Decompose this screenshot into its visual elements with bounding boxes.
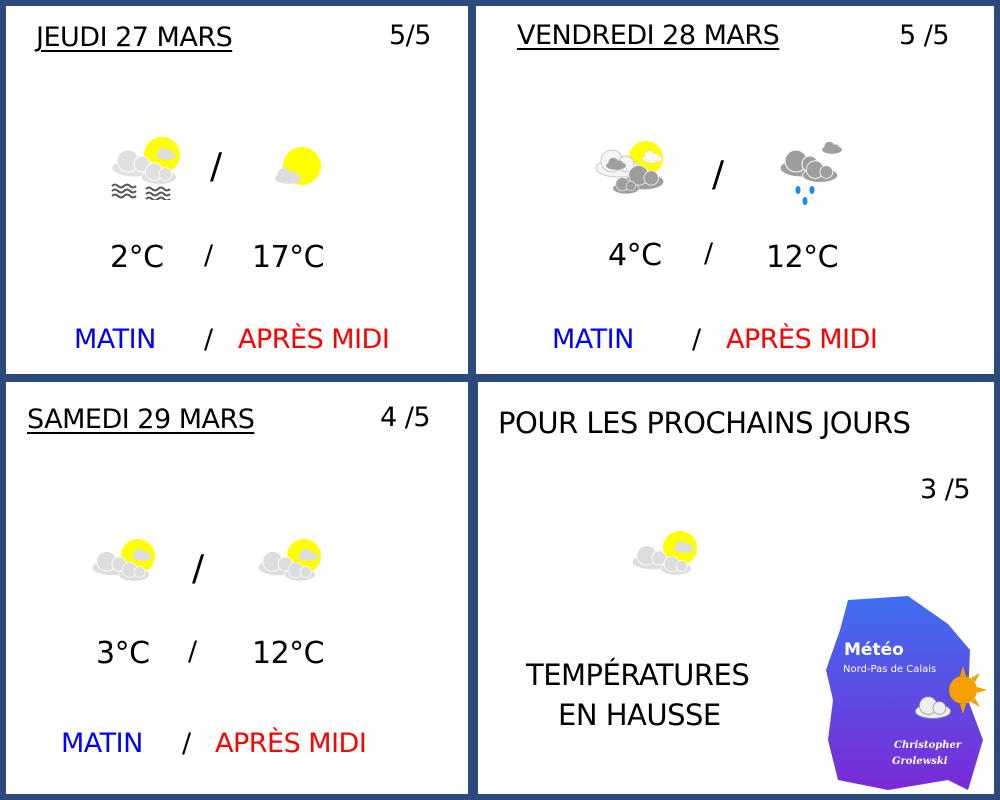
temp-separator: / bbox=[204, 240, 213, 271]
icon-separator: / bbox=[192, 548, 204, 589]
temp-morning: 3°C bbox=[96, 636, 150, 671]
label-morning: MATIN bbox=[61, 728, 143, 759]
label-separator: / bbox=[182, 728, 191, 759]
icon-separator: / bbox=[210, 146, 222, 187]
label-afternoon: APRÈS MIDI bbox=[238, 324, 390, 355]
partly-cloudy-icon bbox=[595, 141, 665, 195]
sun-cloud-icon bbox=[91, 539, 155, 582]
temp-afternoon: 12°C bbox=[766, 240, 839, 275]
rain-showers-icon bbox=[779, 141, 842, 205]
temp-separator: / bbox=[188, 636, 197, 667]
logo-subtitle: Nord-Pas de Calais bbox=[843, 664, 937, 675]
temp-morning: 4°C bbox=[608, 238, 662, 273]
panel-day-1: JEUDI 27 MARS 5/5 / 2°C / 17°C MATIN / A… bbox=[6, 6, 468, 374]
sun-cloud-icon bbox=[257, 539, 321, 582]
outlook-line-1: TEMPÉRATURES bbox=[526, 658, 750, 692]
fog-sun-cloud-icon bbox=[111, 137, 180, 200]
label-afternoon: APRÈS MIDI bbox=[726, 324, 878, 355]
panel-day-3: SAMEDI 29 MARS 4 /5 / 3°C / 12°C MATIN /… bbox=[6, 382, 468, 794]
sun-cloud-icon bbox=[631, 531, 697, 576]
logo-author-1: Christopher bbox=[894, 740, 962, 751]
icon-separator: / bbox=[712, 154, 724, 195]
logo: Météo Nord-Pas de Calais Christopher Gro… bbox=[818, 590, 994, 794]
region-map-logo bbox=[826, 596, 987, 790]
label-separator: / bbox=[692, 324, 701, 355]
day-title: SAMEDI 29 MARS bbox=[27, 404, 255, 435]
temp-afternoon: 17°C bbox=[252, 240, 325, 275]
day-rating: 4 /5 bbox=[380, 402, 431, 433]
temp-separator: / bbox=[704, 238, 713, 269]
temp-morning: 2°C bbox=[110, 240, 164, 275]
panel-day-2: VENDREDI 28 MARS 5 /5 / 4°C / 12°C MATIN… bbox=[476, 6, 994, 374]
sun-small-cloud-icon bbox=[274, 147, 321, 185]
day-title: VENDREDI 28 MARS bbox=[517, 20, 780, 51]
day-rating: 5 /5 bbox=[899, 20, 950, 51]
day-title: JEUDI 27 MARS bbox=[36, 22, 233, 53]
temp-afternoon: 12°C bbox=[252, 636, 325, 671]
label-morning: MATIN bbox=[552, 324, 634, 355]
label-morning: MATIN bbox=[74, 324, 156, 355]
label-afternoon: APRÈS MIDI bbox=[215, 728, 367, 759]
logo-author-2: Grolewski bbox=[892, 756, 948, 767]
label-separator: / bbox=[204, 324, 213, 355]
outlook-rating: 3 /5 bbox=[920, 474, 971, 505]
logo-title: Météo bbox=[844, 640, 904, 660]
day-rating: 5/5 bbox=[389, 20, 431, 51]
panel-outlook: POUR LES PROCHAINS JOURS 3 /5 TEMPÉRATUR… bbox=[478, 382, 994, 794]
outlook-line-2: EN HAUSSE bbox=[558, 698, 721, 732]
outlook-title: POUR LES PROCHAINS JOURS bbox=[498, 406, 911, 440]
